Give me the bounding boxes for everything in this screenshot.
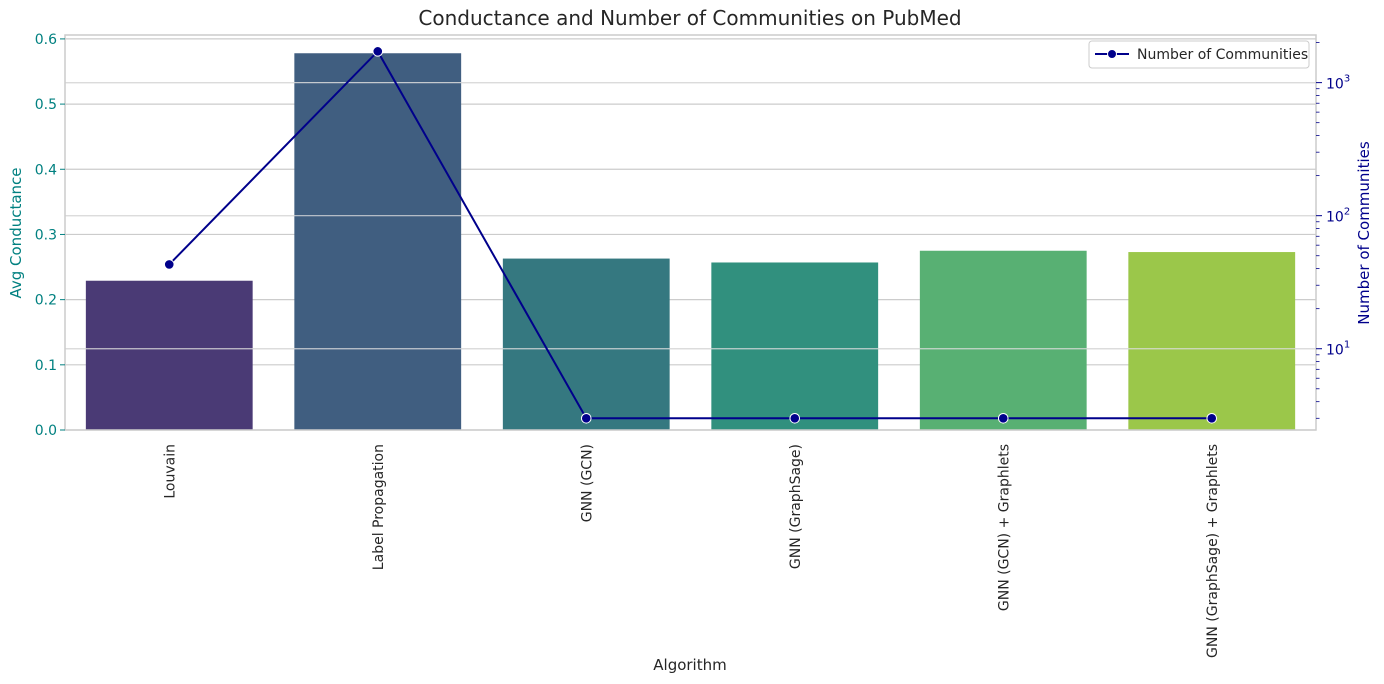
- y2-tick-label: 103: [1326, 74, 1350, 93]
- y-tick-label: 0.2: [35, 293, 57, 309]
- bar: [919, 250, 1087, 430]
- line-point: [997, 412, 1009, 424]
- y2-tick-label: 101: [1326, 340, 1350, 359]
- line-point: [372, 46, 384, 57]
- y-tick-label: 0.4: [35, 162, 57, 178]
- x-tick-label: Label Propagation: [371, 444, 387, 570]
- x-axis-label: Algorithm: [653, 656, 726, 674]
- line-point: [163, 259, 175, 270]
- legend: Number of Communities: [1088, 40, 1310, 69]
- y-axis-label: Avg Conductance: [7, 167, 25, 298]
- bar: [294, 53, 462, 430]
- y-tick-label: 0.5: [35, 97, 57, 113]
- communities-line: [163, 46, 1218, 424]
- bar: [85, 280, 253, 430]
- axes-border: [64, 34, 1317, 431]
- y-tick-label: 0.1: [35, 358, 57, 374]
- left-axis-ticks: 0.0 0.1 0.2 0.3 0.4 0.5 0.6: [35, 32, 65, 439]
- y2-axis-label: Number of Communities: [1355, 141, 1373, 325]
- x-tick-label: GNN (GraphSage) + Graphlets: [1205, 444, 1221, 658]
- y-tick-label: 0.6: [35, 32, 57, 48]
- x-tick-label: GNN (GCN) + Graphlets: [996, 444, 1012, 611]
- bar: [711, 262, 879, 430]
- x-tick-label: Louvain: [162, 444, 178, 499]
- chart-title: Conductance and Number of Communities on…: [418, 6, 961, 30]
- bars: [65, 53, 1316, 430]
- legend-dot-marker: [1107, 49, 1117, 59]
- legend-label: Number of Communities: [1137, 47, 1308, 63]
- x-tick-label: GNN (GraphSage): [788, 444, 804, 569]
- line-point: [789, 412, 801, 424]
- line-point: [580, 412, 592, 424]
- bar: [502, 258, 670, 430]
- x-axis-ticks: Louvain Label Propagation GNN (GCN) GNN (Gr…: [162, 444, 1221, 658]
- line-point: [1206, 412, 1218, 424]
- y-tick-label: 0.0: [35, 423, 57, 439]
- y2-tick-label: 102: [1326, 207, 1350, 226]
- x-tick-label: GNN (GCN): [579, 444, 595, 522]
- right-axis-ticks: 101 102 103: [1316, 42, 1350, 419]
- y-tick-label: 0.3: [35, 227, 57, 243]
- legend-box: [1088, 40, 1310, 69]
- plot-frame: [64, 34, 1317, 431]
- series-line: [168, 49, 1212, 420]
- bar: [1128, 252, 1296, 430]
